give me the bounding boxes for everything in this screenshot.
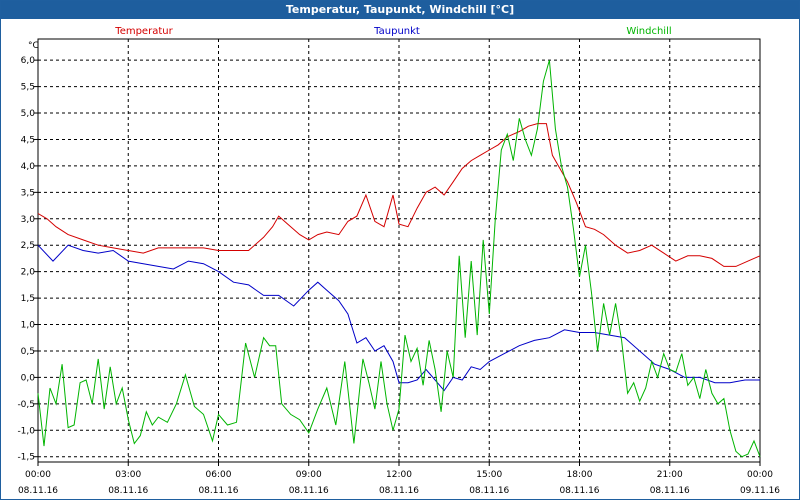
x-tick-time: 03:00 <box>115 470 141 480</box>
y-tick-label: 0,5 <box>21 347 35 357</box>
x-tick-date: 08.11.16 <box>379 486 419 496</box>
y-axis-unit: °C <box>28 41 39 51</box>
series-line-windchill <box>37 60 761 458</box>
window-title: Temperatur, Taupunkt, Windchill [°C] <box>1 1 799 19</box>
y-tick-label: 1,5 <box>21 294 35 304</box>
x-axis-ticks: 00:00 08.11.16 03:00 08.11.16 06:00 08.11.16 0… <box>18 462 780 496</box>
y-tick-label: -1,0 <box>17 426 35 436</box>
x-tick-time: 12:00 <box>386 470 412 480</box>
y-axis-ticks: 6,0 5,5 5,0 4,5 4,0 3,5 3,0 2,5 2,0 1,5 1,0 0,5 0,0 -… <box>17 56 38 463</box>
x-tick-date: 08.11.16 <box>18 486 58 496</box>
x-tick-date: 08.11.16 <box>198 486 238 496</box>
y-tick-label: 1,0 <box>21 321 36 331</box>
x-tick-date: 08.11.16 <box>289 486 329 496</box>
x-tick-time: 15:00 <box>476 470 502 480</box>
y-tick-label: 5,0 <box>21 109 36 119</box>
y-tick-label: 2,0 <box>21 268 36 278</box>
y-tick-label: 4,0 <box>21 162 36 172</box>
x-tick-date: 08.11.16 <box>559 486 599 496</box>
x-tick-date: 09.11.16 <box>740 486 780 496</box>
x-tick-date: 08.11.16 <box>650 486 690 496</box>
y-tick-label: 3,0 <box>21 215 36 225</box>
x-tick-time: 00:00 <box>747 470 773 480</box>
y-tick-label: 2,5 <box>21 241 35 251</box>
series-lines <box>37 60 761 458</box>
y-tick-label: 5,5 <box>21 83 35 93</box>
legend-windchill: Windchill <box>626 26 671 37</box>
legend-taupunkt: Taupunkt <box>373 26 420 37</box>
x-tick-time: 06:00 <box>206 470 232 480</box>
y-tick-label: 3,5 <box>21 188 35 198</box>
grid-lines <box>38 39 760 462</box>
legend-temperatur: Temperatur <box>114 26 173 37</box>
series-line-temperatur <box>37 123 761 267</box>
y-tick-label: -1,5 <box>17 453 35 463</box>
x-tick-date: 08.11.16 <box>469 486 509 496</box>
x-tick-time: 09:00 <box>296 470 322 480</box>
x-tick-date: 08.11.16 <box>108 486 148 496</box>
y-tick-label: 4,5 <box>21 135 35 145</box>
x-tick-time: 18:00 <box>567 470 593 480</box>
x-tick-time: 21:00 <box>657 470 683 480</box>
x-tick-time: 00:00 <box>25 470 51 480</box>
y-tick-label: 6,0 <box>21 56 36 66</box>
y-tick-label: 0,0 <box>21 373 36 383</box>
series-line-taupunkt <box>37 244 760 392</box>
y-tick-label: -0,5 <box>17 400 35 410</box>
